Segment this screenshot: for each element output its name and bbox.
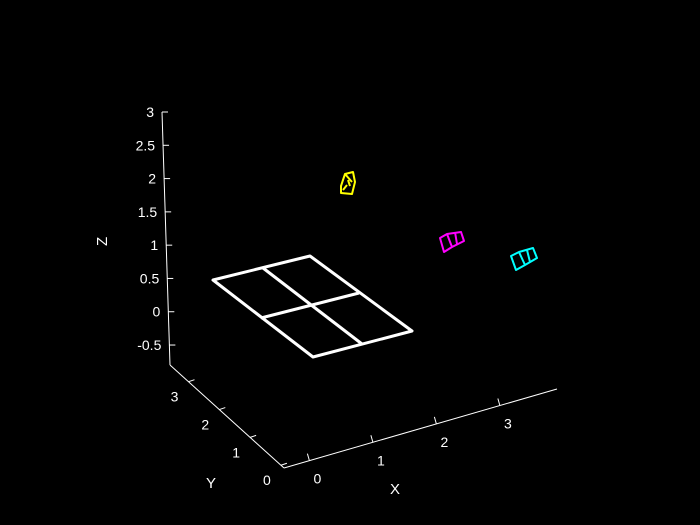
x-tick bbox=[497, 398, 501, 406]
camera-marker-1 bbox=[340, 171, 356, 195]
x-tick bbox=[306, 453, 310, 461]
z-tick-label: 2.5 bbox=[136, 137, 156, 153]
y-tick-label: 2 bbox=[201, 417, 209, 433]
y-axis-line bbox=[169, 364, 285, 469]
checkerboard-line-2 bbox=[260, 291, 360, 320]
checkerboard-outline bbox=[211, 254, 414, 359]
z-tick-label: 0.5 bbox=[140, 270, 160, 286]
z-tick-label: 3 bbox=[146, 104, 154, 120]
x-tick-label: 2 bbox=[440, 434, 448, 450]
tick-labels: -0.5 0 0.5 1 1.5 2 2.5 3 0 1 2 3 0 1 2 3 bbox=[136, 104, 512, 488]
y-tick bbox=[280, 462, 288, 466]
camera-marker-3 bbox=[510, 247, 538, 271]
x-axis-line bbox=[283, 388, 558, 469]
y-tick bbox=[249, 434, 257, 438]
axes bbox=[161, 111, 558, 469]
camera-marker-2 bbox=[439, 231, 465, 253]
x-tick-label: 3 bbox=[504, 416, 512, 432]
x-tick-label: 1 bbox=[377, 452, 385, 468]
y-tick bbox=[188, 379, 195, 383]
z-axis-line bbox=[161, 111, 171, 366]
y-tick bbox=[219, 407, 226, 411]
z-tick-label: 2 bbox=[148, 171, 156, 187]
x-axis-label: X bbox=[390, 481, 400, 498]
x-tick bbox=[370, 435, 374, 443]
z-axis-label: Z bbox=[94, 237, 111, 246]
y-axis-label: Y bbox=[206, 475, 216, 492]
x-tick bbox=[433, 416, 437, 425]
checkerboard bbox=[211, 254, 414, 359]
z-tick-label: 1.5 bbox=[138, 204, 158, 220]
y-tick-label: 0 bbox=[263, 472, 271, 488]
y-tick-label: 1 bbox=[232, 444, 240, 460]
x-tick-label: 0 bbox=[313, 471, 321, 487]
ticks bbox=[162, 111, 501, 466]
y-tick-label: 3 bbox=[171, 389, 179, 405]
z-tick-label: 1 bbox=[150, 237, 158, 253]
z-tick-label: 0 bbox=[153, 304, 161, 320]
z-tick-label: -0.5 bbox=[137, 337, 161, 353]
